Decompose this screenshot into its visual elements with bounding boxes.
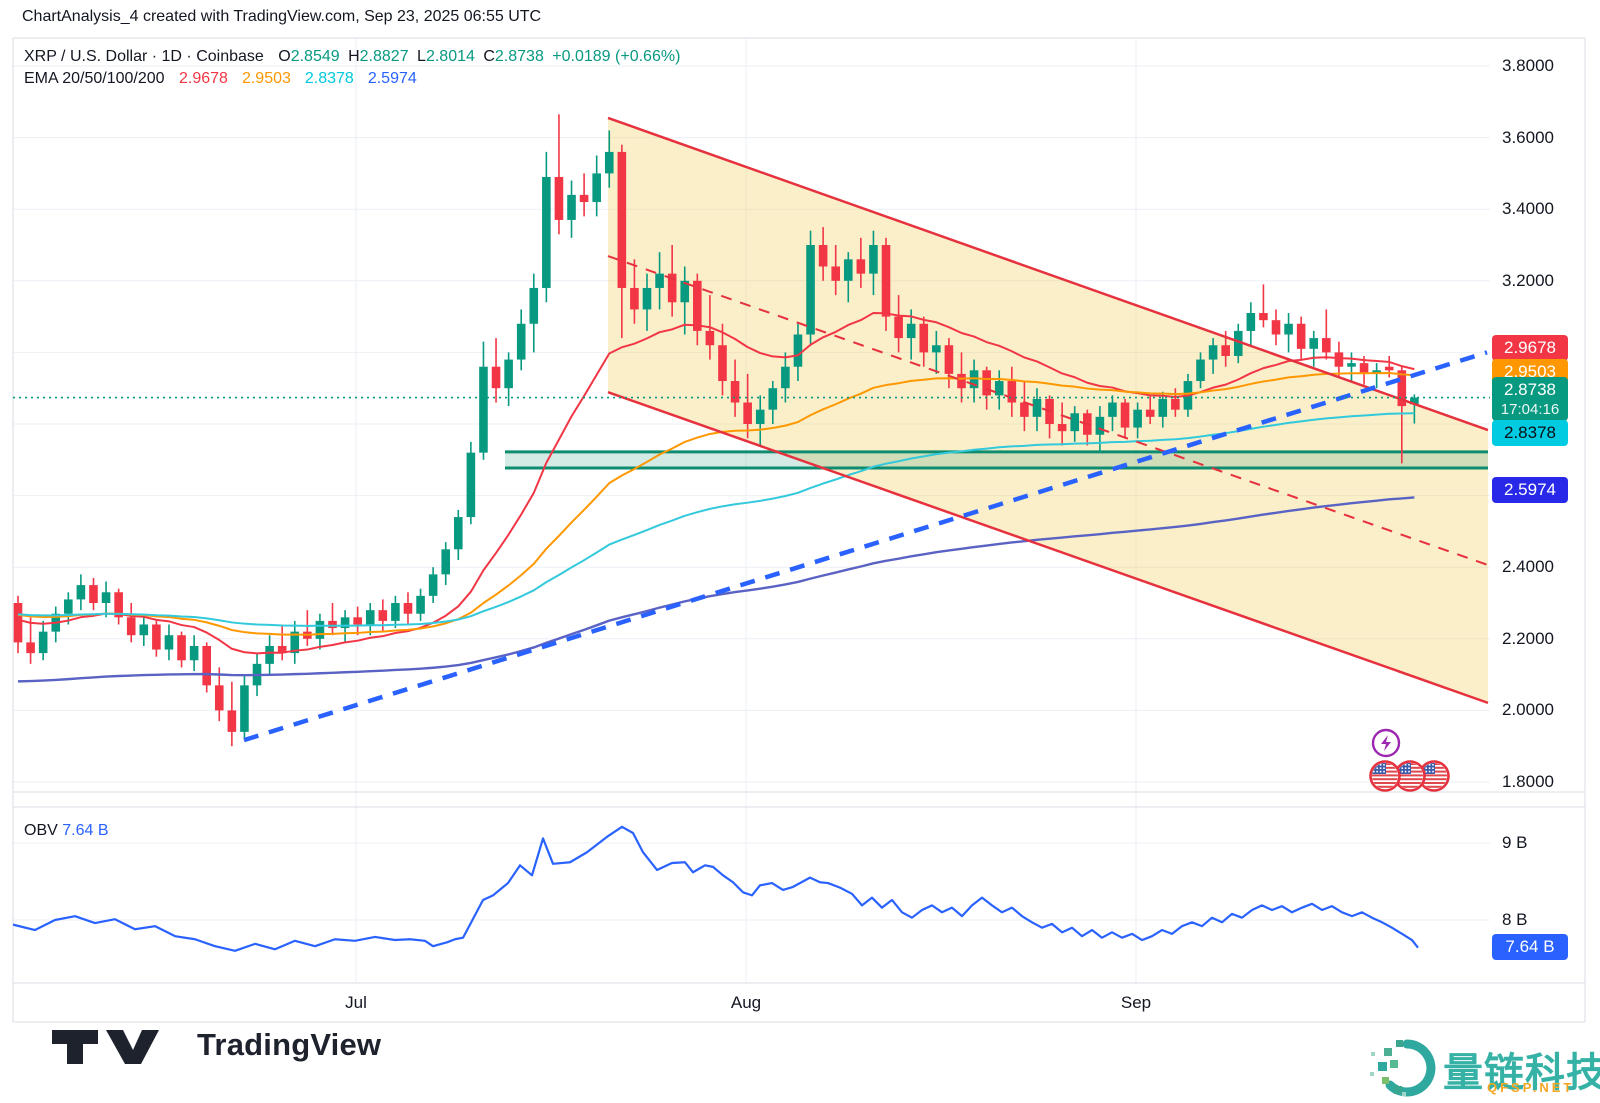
us-flag-event-icon[interactable] <box>1394 760 1426 792</box>
support-zone-fill <box>505 451 1488 469</box>
ema50-line <box>17 372 1415 636</box>
tradingview-logo-icon[interactable] <box>52 1030 159 1064</box>
channel-upper-line <box>607 116 1489 432</box>
us-flag-event-icon[interactable] <box>1369 760 1401 792</box>
watermark-logo-icon <box>1370 1039 1436 1097</box>
ema200-line <box>17 496 1415 683</box>
ema100-line <box>17 412 1415 627</box>
lightning-event-icon[interactable] <box>1371 728 1401 758</box>
obv-line <box>12 825 1419 952</box>
ascending-trendline <box>243 350 1488 743</box>
channel-lower-line <box>607 390 1489 705</box>
channel-mid-line <box>607 255 1489 566</box>
ema20-line <box>17 311 1415 655</box>
